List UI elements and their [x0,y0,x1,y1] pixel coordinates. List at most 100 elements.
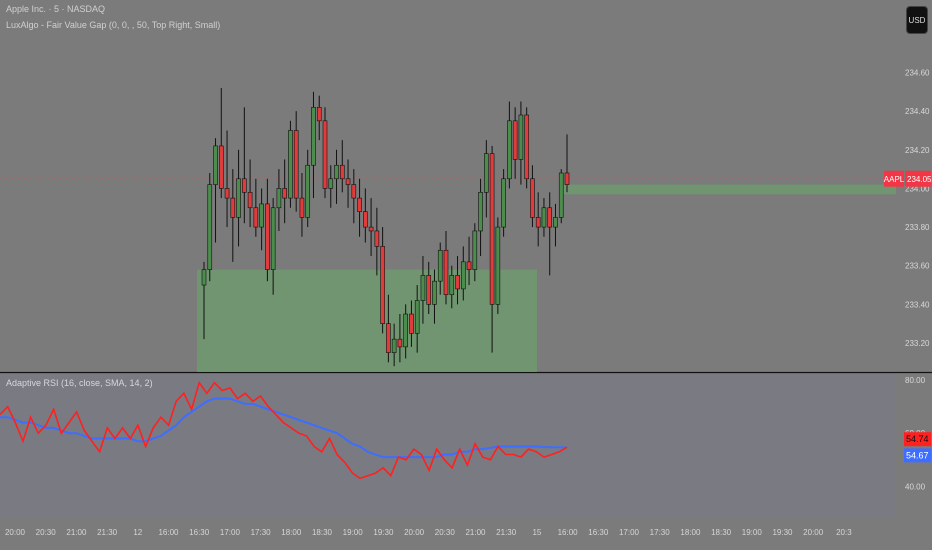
candle-bullish[interactable] [432,280,437,305]
candle-bearish[interactable] [386,323,391,353]
candle-bullish[interactable] [276,188,282,209]
symbol-title[interactable]: Apple Inc. · 5 · NASDAQ [6,4,106,14]
candle-bearish[interactable] [380,246,385,324]
candle-bearish[interactable] [218,145,224,189]
candle-bearish[interactable] [426,275,432,305]
candle-bullish[interactable] [518,114,524,160]
candle-bearish[interactable] [316,106,322,122]
candle-bearish[interactable] [345,178,351,185]
candle-bearish[interactable] [455,275,460,290]
candle-bullish[interactable] [270,207,276,270]
candle-bullish[interactable] [478,192,483,232]
candle-bearish[interactable] [524,114,529,180]
candle-bearish[interactable] [265,203,270,270]
time-axis-tick: 17:30 [650,528,671,537]
candle-bullish[interactable] [259,203,264,228]
currency-button[interactable]: USD [906,6,928,34]
candle-bullish[interactable] [207,184,213,270]
time-axis-tick: 16:30 [189,528,210,537]
candle-bearish[interactable] [374,230,380,247]
time-axis-tick: 21:00 [66,528,87,537]
candle-bullish[interactable] [507,120,512,180]
candle-bearish[interactable] [530,178,535,218]
time-axis-tick: 18:30 [711,528,732,537]
candle-bearish[interactable] [247,192,253,209]
candle-bullish[interactable] [334,164,339,180]
candle-bullish[interactable] [495,226,501,305]
candle-bearish[interactable] [253,207,259,228]
candle-bullish[interactable] [558,172,564,218]
candle-bullish[interactable] [501,178,506,228]
candle-bearish[interactable] [224,188,230,199]
candle-bullish[interactable] [437,249,443,282]
rsi-value-label-box [904,432,931,447]
candle-bullish[interactable] [236,178,241,218]
candle-bullish[interactable] [305,164,311,218]
candle-bearish[interactable] [535,217,541,228]
candle-bullish[interactable] [449,275,455,296]
time-axis-tick: 19:00 [742,528,763,537]
candle-bullish[interactable] [484,153,489,193]
candle-bullish[interactable] [541,207,547,228]
rsi-pane-background [0,373,896,518]
candle-bearish[interactable] [230,197,236,218]
candle-bearish[interactable] [512,120,518,160]
candle-bullish[interactable] [311,106,316,166]
candle-bullish[interactable] [460,261,466,290]
price-label-symbol: AAPL [884,175,905,184]
time-axis-background [0,520,932,550]
price-label-value: 234.05 [907,175,932,184]
candle-bearish[interactable] [547,207,553,228]
candle-bullish[interactable] [420,275,426,301]
candle-bearish[interactable] [564,172,570,185]
candle-bearish[interactable] [397,338,403,348]
time-axis-tick: 20:00 [404,528,425,537]
candle-bullish[interactable] [403,313,408,348]
candle-bullish[interactable] [328,178,334,189]
price-axis-tick: 234.60 [905,69,930,78]
candle-bearish[interactable] [409,313,414,334]
candle-bullish[interactable] [553,217,558,228]
candle-bearish[interactable] [357,197,362,212]
candle-bearish[interactable] [489,153,495,305]
price-axis-tick: 233.60 [905,262,930,271]
time-axis-tick: 20:30 [36,528,57,537]
time-axis-tick: 18:00 [680,528,701,537]
candle-bearish[interactable] [351,184,357,199]
time-axis-tick: 17:30 [251,528,272,537]
candle-bearish[interactable] [299,197,305,218]
time-axis-tick: 19:00 [343,528,364,537]
time-axis-tick: 17:00 [619,528,640,537]
candle-bearish[interactable] [443,249,449,296]
rsi-signal-label-box [904,448,931,463]
candle-bearish[interactable] [242,178,247,193]
time-axis-tick: 18:30 [312,528,333,537]
candle-bearish[interactable] [368,226,374,232]
candle-bullish[interactable] [472,230,478,270]
candle-bearish[interactable] [322,120,328,189]
time-axis-tick: 21:30 [496,528,517,537]
time-axis-tick: 15 [532,528,541,537]
candle-bullish[interactable] [213,145,218,185]
candle-bullish[interactable] [391,338,397,353]
rsi-line[interactable] [0,380,568,480]
fvg-box-bullish-1 [197,269,537,372]
time-axis-tick: 21:00 [465,528,486,537]
candle-bullish[interactable] [201,269,207,286]
candle-bearish[interactable] [363,211,368,228]
candle-bearish[interactable] [339,164,345,180]
candle-bearish[interactable] [293,130,299,199]
time-axis-tick: 18:00 [281,528,302,537]
candle-bullish[interactable] [414,300,420,334]
rsi-signal-label: 54.67 [906,450,929,460]
price-label-symbol-box [884,170,904,187]
indicator-title-fvg[interactable]: LuxAlgo - Fair Value Gap (0, 0, , 50, To… [6,20,221,30]
price-axis-tick: 234.20 [905,146,930,155]
candle-bearish[interactable] [466,261,472,270]
time-axis-tick: 20:00 [5,528,26,537]
time-axis-tick: 20:00 [803,528,824,537]
candle-bearish[interactable] [282,188,287,199]
candle-bullish[interactable] [288,130,293,199]
